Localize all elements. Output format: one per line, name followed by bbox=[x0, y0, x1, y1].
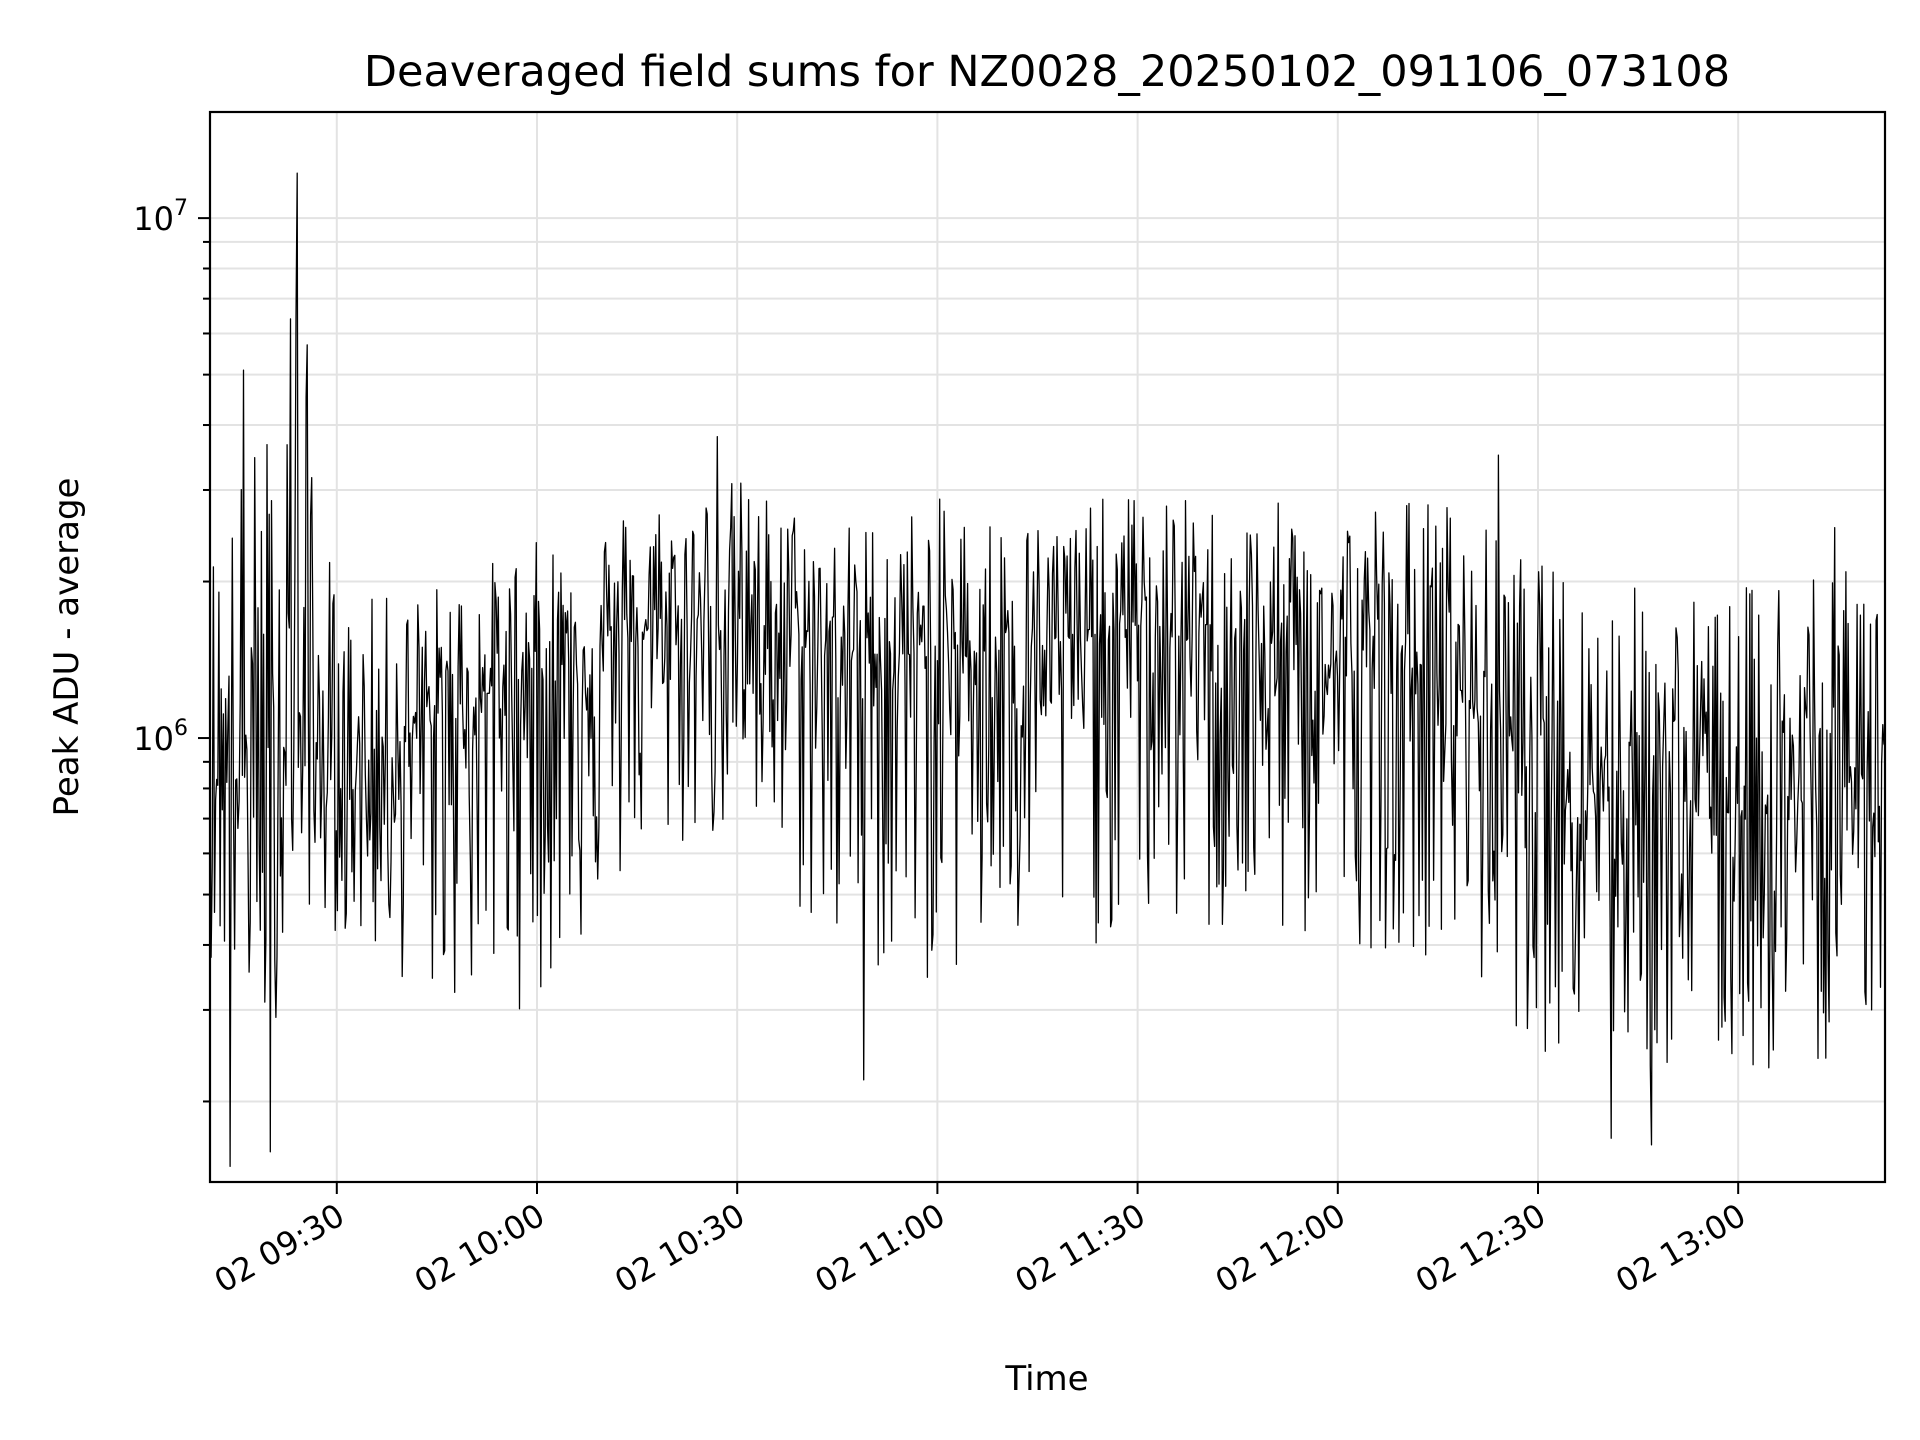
y-axis-title: Peak ADU - average bbox=[47, 478, 87, 817]
x-axis-title: Time bbox=[1004, 1359, 1088, 1399]
y-axis: 106 107 bbox=[133, 196, 210, 1103]
y-tick-label: 106 bbox=[133, 716, 188, 758]
y-tick-label: 107 bbox=[133, 196, 188, 238]
series-line bbox=[209, 172, 1886, 1168]
chart-title: Deaveraged field sums for NZ0028_2025010… bbox=[364, 47, 1730, 97]
plot-frame bbox=[208, 110, 1887, 1184]
series-group bbox=[209, 172, 1886, 1168]
